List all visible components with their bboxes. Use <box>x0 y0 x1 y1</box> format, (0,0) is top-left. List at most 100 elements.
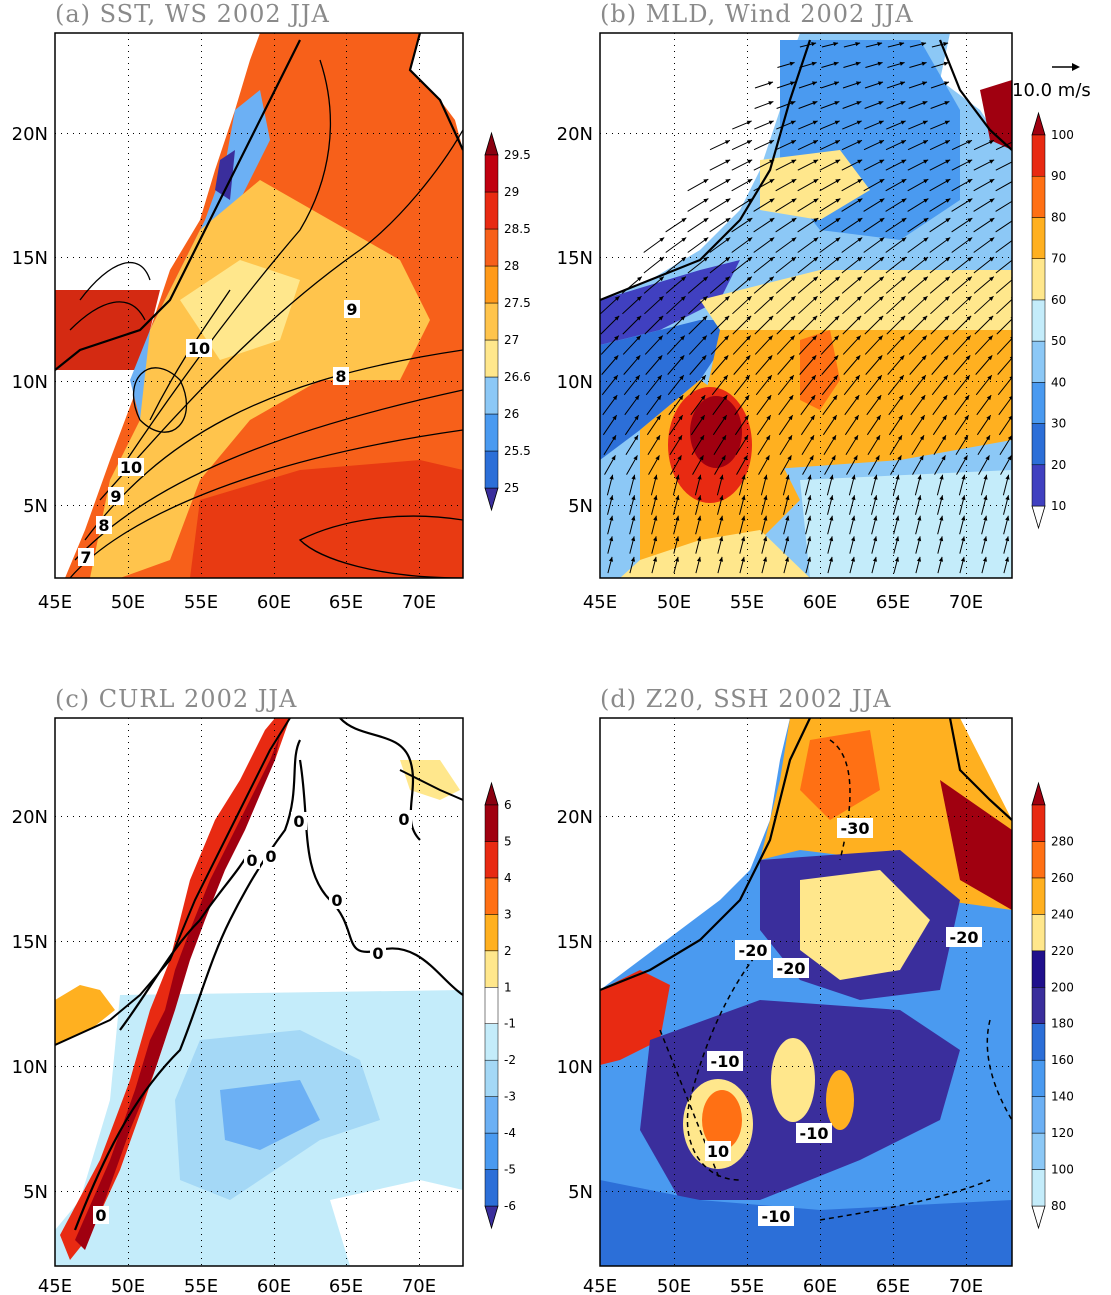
wind-vector-head <box>636 335 641 341</box>
wind-vector-head <box>901 198 907 203</box>
y-tick-label: 5N <box>568 496 593 517</box>
panel-b-grid <box>600 33 1012 578</box>
wind-vector-head <box>681 218 687 223</box>
wind-vector-head <box>923 179 929 184</box>
wind-vector-head <box>942 395 948 401</box>
wind-vector-head <box>879 159 885 164</box>
wind-vector-head <box>967 237 973 242</box>
wind-vector-head <box>989 198 995 203</box>
colorbar-segment <box>1031 423 1046 466</box>
wind-vector-head <box>833 375 838 381</box>
wind-vector-head <box>899 61 905 66</box>
x-tick-label: 60E <box>803 592 837 613</box>
wind-vector-head <box>614 296 620 301</box>
wind-vector-head <box>877 375 882 381</box>
wind-vector-head <box>945 237 951 242</box>
x-tick-label: 55E <box>730 1276 764 1295</box>
x-tick-label: 45E <box>38 1276 72 1295</box>
wind-vector-head <box>879 198 885 203</box>
y-tick-label: 15N <box>12 248 48 269</box>
wind-vector-head <box>788 395 794 401</box>
wind-vector-head <box>769 179 775 184</box>
wind-vector-head <box>923 198 929 203</box>
wind-vector-head <box>835 276 840 282</box>
y-tick-label: 20N <box>557 807 593 828</box>
wind-vector-head <box>725 276 730 282</box>
wind-vector-head <box>790 120 796 125</box>
wind-vector-head <box>765 435 771 441</box>
wind-vector-head <box>766 415 771 421</box>
wind-vector-head <box>988 140 994 145</box>
wind-vector-head <box>877 61 883 66</box>
wind-vector-head <box>677 435 683 441</box>
colorbar-segment <box>1031 175 1046 218</box>
wind-vector-head <box>894 556 900 562</box>
wind-vector-head <box>851 495 856 501</box>
wind-vector-head <box>1005 474 1010 480</box>
wind-vector-head <box>769 257 775 262</box>
panel-d-colorbar: 80 100 120 140 160 180 200 220 240 260 280 <box>1031 781 1074 1230</box>
wind-vector-head <box>878 296 884 301</box>
colorbar-tick-label: 180 <box>1051 1017 1074 1031</box>
colorbar-tick-label: 20 <box>1051 458 1066 472</box>
wind-vector-head <box>832 415 837 421</box>
wind-vector-head <box>879 218 885 223</box>
panel-d-frame <box>599 717 1013 1267</box>
wind-vector-head <box>703 198 709 203</box>
colorbar-segment <box>1031 464 1046 507</box>
wind-vector-head <box>725 159 731 164</box>
contour-label: 0 <box>372 944 383 963</box>
wind-vector-head <box>724 296 730 301</box>
wind-vector-head <box>856 81 861 86</box>
panel-c-colorbar: -6 -5 -4 -3 -2 -1 1 2 3 4 5 6 <box>484 781 516 1230</box>
x-tick-label: 65E <box>876 592 910 613</box>
panel-d: (d) Z20, SSH 2002 JJA <box>557 685 1074 1295</box>
colorbar-tick-label: -1 <box>504 1017 516 1031</box>
wind-vector-head <box>680 315 686 321</box>
wind-vector-head <box>725 257 731 262</box>
wind-vector-head <box>966 315 972 321</box>
colorbar-extend-max <box>484 781 499 806</box>
wind-vector-head <box>873 515 878 521</box>
colorbar-tick-label: -5 <box>504 1163 516 1177</box>
wind-vector-head <box>879 237 885 242</box>
wind-vector-head <box>614 335 619 341</box>
wind-vector-head <box>988 335 993 341</box>
colorbar-tick-label: -2 <box>504 1053 516 1067</box>
wind-vector-head <box>807 515 812 521</box>
wind-vector <box>995 220 1012 233</box>
wind-vector-head <box>746 140 752 145</box>
wind-vector-head <box>674 556 680 562</box>
wind-vector-head <box>609 474 614 480</box>
wind-vector-head <box>989 179 995 184</box>
wind-vector-head <box>659 257 665 262</box>
wind-vector-head <box>917 515 922 521</box>
wind-vector-head <box>900 101 906 106</box>
wind-vector-head <box>900 81 905 86</box>
wind-vector-head <box>746 315 752 321</box>
wind-vector-head <box>856 120 862 125</box>
x-tick-label: 50E <box>657 592 691 613</box>
wind-vector-head <box>788 415 793 421</box>
wind-vector-head <box>785 495 790 501</box>
wind-vector-head <box>744 415 749 421</box>
wind-vector-head <box>656 395 662 401</box>
wind-vector-head <box>878 81 883 86</box>
colorbar-tick-label: 29.5 <box>504 148 531 162</box>
wind-vector-head <box>832 395 838 401</box>
wind-vector-head <box>835 218 841 223</box>
wind-vector-head <box>768 140 774 145</box>
colorbar-tick-label: -4 <box>504 1126 516 1140</box>
wind-vector-head <box>725 237 731 242</box>
wind-vector-head <box>921 42 927 47</box>
wind-vector-head <box>634 395 640 401</box>
wind-vector-head <box>741 495 746 501</box>
wind-vector-head <box>875 435 881 441</box>
colorbar-segment <box>484 804 499 842</box>
y-tick-label: 15N <box>557 248 593 269</box>
colorbar-tick-label: 200 <box>1051 980 1074 994</box>
colorbar-tick-label: 27 <box>504 333 519 347</box>
wind-vector-head <box>829 536 834 542</box>
wind-vector-head <box>879 257 885 262</box>
contour-label: 0 <box>331 891 342 910</box>
